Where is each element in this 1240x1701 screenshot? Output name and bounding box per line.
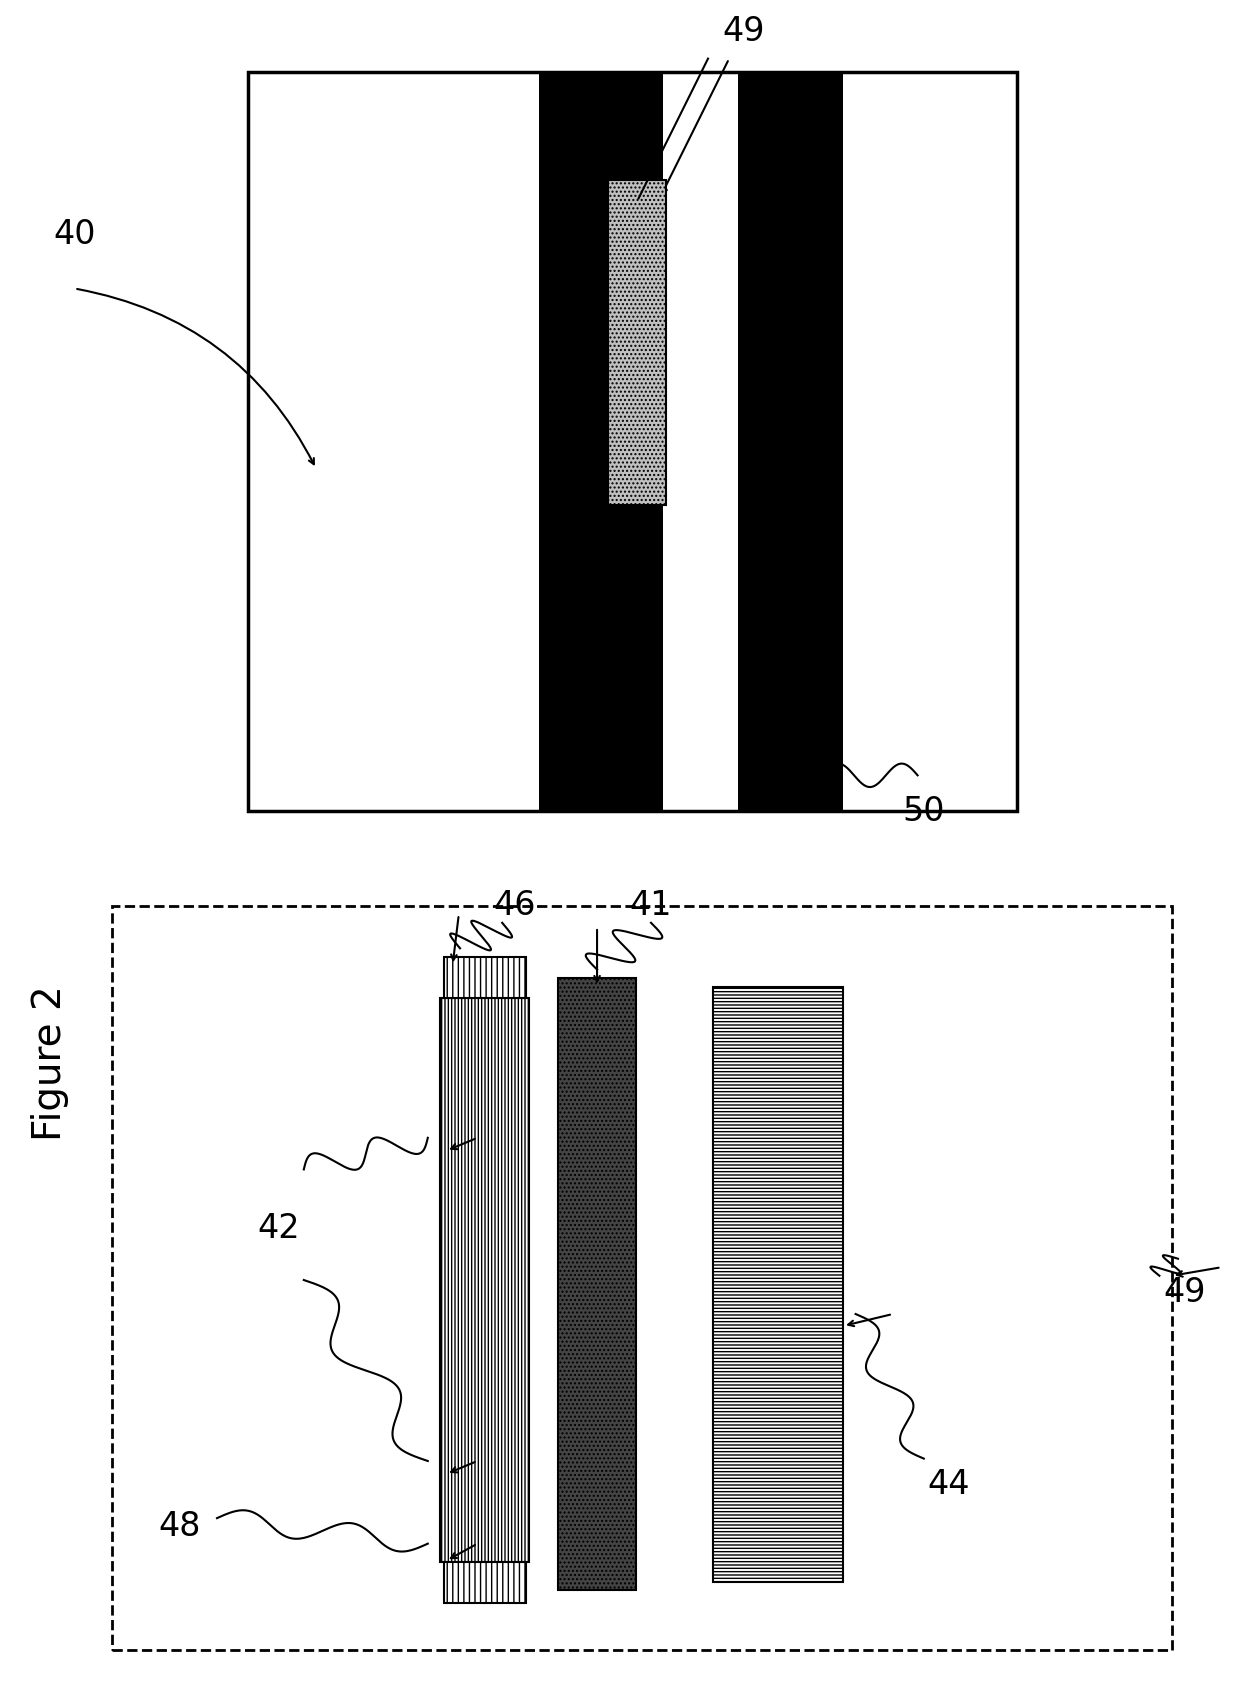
Text: 40: 40 bbox=[53, 218, 95, 252]
Text: 48: 48 bbox=[159, 1510, 201, 1543]
Bar bbox=[738, 71, 843, 811]
Text: 50: 50 bbox=[903, 794, 945, 828]
Text: 41: 41 bbox=[630, 890, 672, 922]
Bar bbox=[608, 180, 666, 505]
Bar bbox=[248, 71, 1017, 811]
Bar bbox=[663, 71, 738, 811]
Text: 49: 49 bbox=[723, 15, 765, 48]
Text: 44: 44 bbox=[928, 1468, 970, 1500]
Bar bbox=[539, 71, 663, 811]
Bar bbox=[444, 1562, 526, 1602]
Bar bbox=[444, 956, 526, 997]
Text: 46: 46 bbox=[494, 890, 536, 922]
Text: 42: 42 bbox=[258, 1213, 300, 1245]
Bar bbox=[440, 997, 529, 1562]
Bar bbox=[558, 978, 636, 1590]
Bar bbox=[248, 71, 1017, 811]
Bar bbox=[713, 987, 843, 1582]
Bar bbox=[112, 905, 1172, 1650]
Text: 49: 49 bbox=[1163, 1276, 1205, 1310]
Text: Figure 2: Figure 2 bbox=[31, 985, 68, 1141]
